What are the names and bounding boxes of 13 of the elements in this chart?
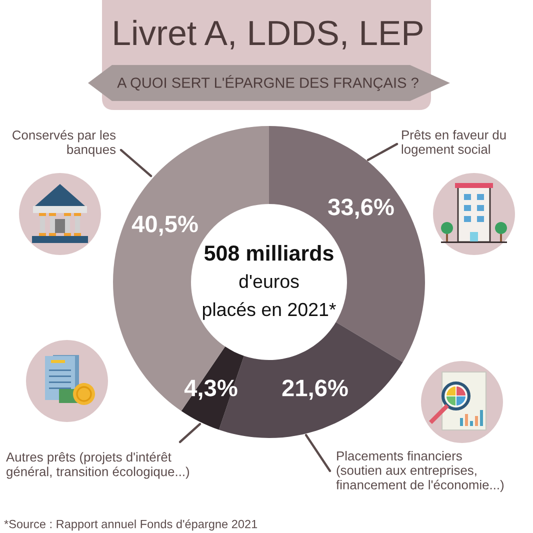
text: 508 milliards d'euros placés en 2021* [202,244,336,320]
data-label: 21,6% [282,380,348,400]
donut-slice [181,346,244,430]
slice-label: Placements financiers (soutien aux entreprises, financement de l'économie...) [336,451,504,492]
data-label: 40,5% [132,216,198,236]
slice-label: Autres prêts (projets d'intérêt général, transition écologique...) [6,452,190,479]
slice-label: Conservés par les banques [12,130,116,157]
chart-title: Livret A, LDDS, LEP [114,20,422,50]
text: *Source : Rapport annuel Fonds d'épargne 2021 [4,519,258,531]
slice-label: Prêts en faveur du logement social [402,130,506,156]
chart-subtitle: A QUOI SERT L'ÉPARGNE DES FRANÇAIS ? [117,75,418,91]
data-label: 4,3% [184,380,238,400]
data-label: 33,6% [328,198,394,219]
